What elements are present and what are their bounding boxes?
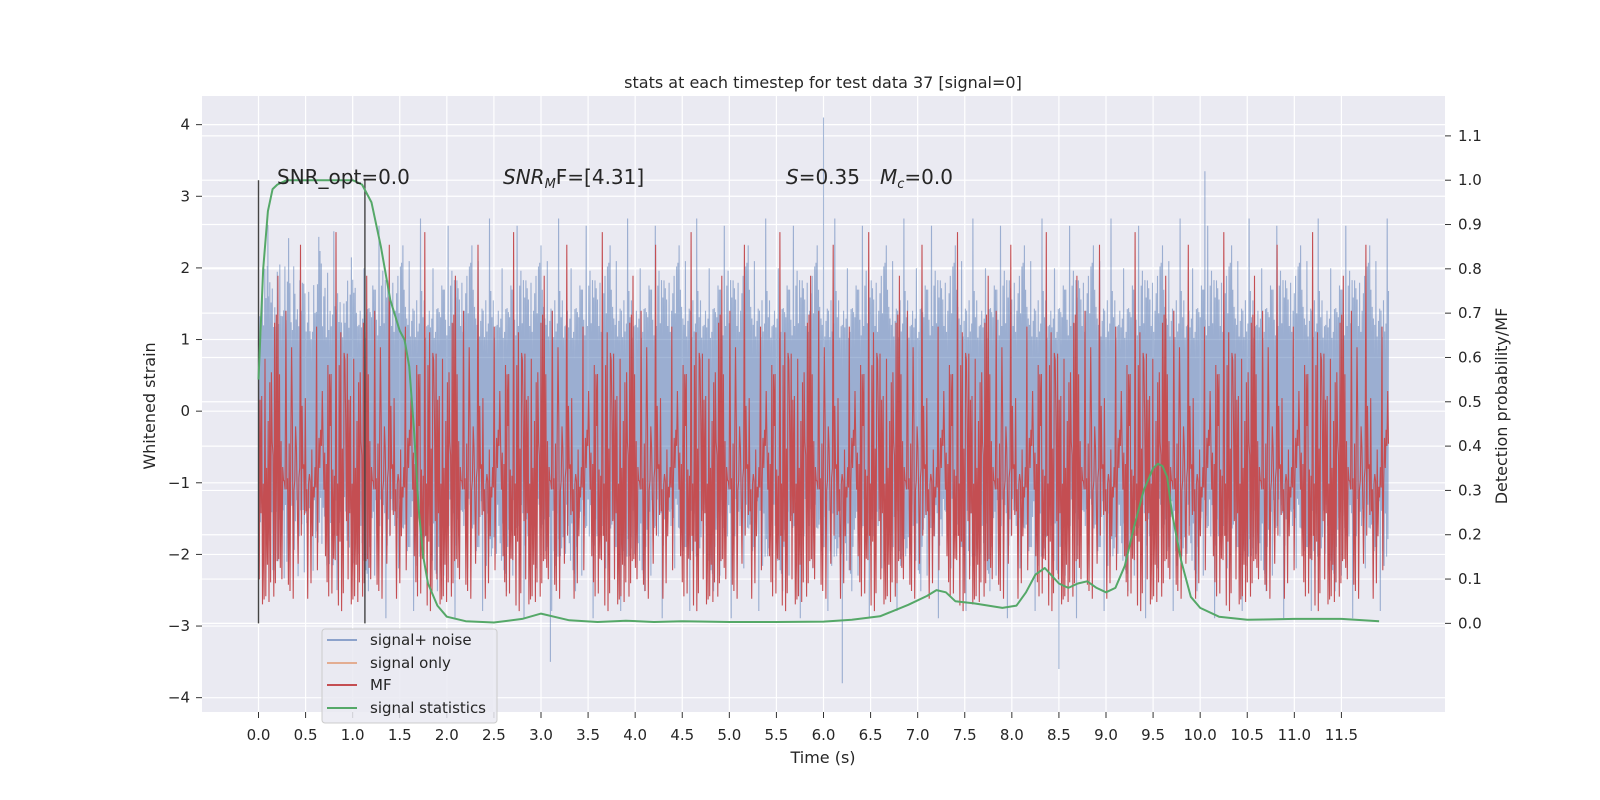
x-tick-label: 0.0: [247, 726, 271, 744]
y-right-tick-label: 0.7: [1458, 304, 1482, 322]
legend-label-signal-statistics: signal statistics: [370, 699, 486, 717]
window-markers: [257, 180, 366, 624]
x-tick-label: 6.0: [812, 726, 836, 744]
y-left-tick-label: −3: [168, 617, 190, 635]
y-right-tick-label: 0.8: [1458, 260, 1482, 278]
y-right-tick-label: 0.6: [1458, 348, 1482, 366]
x-tick-label: 6.5: [859, 726, 883, 744]
x-tick-label: 8.0: [1000, 726, 1024, 744]
y-right-tick-label: 0.3: [1458, 481, 1482, 499]
y-right-tick-label: 0.2: [1458, 526, 1482, 544]
y-right-tick-label: 0.4: [1458, 437, 1482, 455]
annotation-snr-mf: SNRMF=[4.31]: [503, 165, 644, 192]
y-right-tick-label: 1.0: [1458, 171, 1482, 189]
mf-series: [257, 232, 1390, 612]
annotation-s: S=0.35: [786, 165, 860, 189]
x-tick-label: 11.5: [1325, 726, 1358, 744]
y-right-tick-label: 0.0: [1458, 614, 1482, 632]
y-left-tick-label: 0: [180, 402, 190, 420]
signal-statistics-line: [257, 179, 1380, 624]
legend-label-signal-only: signal only: [370, 654, 451, 672]
x-tick-label: 1.5: [388, 726, 412, 744]
x-tick-label: 11.0: [1278, 726, 1311, 744]
y-right-tick-label: 1.1: [1458, 127, 1482, 145]
x-tick-label: 4.0: [623, 726, 647, 744]
annotation-mc: Mc=0.0: [880, 165, 953, 192]
y-right-tick-label: 0.1: [1458, 570, 1482, 588]
x-tick-label: 8.5: [1047, 726, 1071, 744]
x-tick-label: 2.0: [435, 726, 459, 744]
y-axis-right-label: Detection probability/MF: [1492, 308, 1511, 505]
y-left-tick-label: 1: [180, 331, 190, 349]
y-left-tick-label: 4: [180, 116, 190, 134]
x-tick-label: 3.5: [576, 726, 600, 744]
x-tick-label: 5.0: [717, 726, 741, 744]
signal-statistics-series: [257, 179, 1380, 624]
annotation-snr-opt: SNR_opt=0.0: [277, 165, 410, 189]
x-tick-label: 4.5: [670, 726, 694, 744]
x-tick-label: 7.0: [906, 726, 930, 744]
legend-label-signal-noise: signal+ noise: [370, 631, 472, 649]
x-tick-label: 2.5: [482, 726, 506, 744]
legend-label-mf: MF: [370, 676, 392, 694]
chart-title: stats at each timestep for test data 37 …: [624, 73, 1022, 92]
y-left-tick-label: −4: [168, 689, 190, 707]
y-right-tick-label: 0.5: [1458, 393, 1482, 411]
x-axis-ticks: 0.0 0.5 1.0 1.5 2.0 2.5 3.0 3.5 4.0 4.5 5.0 5.5 6.0 6…: [247, 712, 1358, 744]
x-tick-label: 9.5: [1141, 726, 1165, 744]
y-left-tick-label: 2: [180, 259, 190, 277]
x-tick-label: 10.0: [1183, 726, 1216, 744]
y-left-tick-label: 3: [180, 187, 190, 205]
legend: signal+ noise signal only MF signal stat…: [321, 628, 498, 724]
mf-line: [257, 232, 1390, 612]
x-tick-label: 3.0: [529, 726, 553, 744]
y-axis-left-ticks: 4 3 2 1 0 −1 −2 −3 −4: [168, 116, 202, 707]
x-tick-label: 9.0: [1094, 726, 1118, 744]
x-tick-label: 7.5: [953, 726, 977, 744]
y-axis-right-ticks: 1.1 1.0 0.9 0.8 0.7 0.6 0.5 0.4 0.3 0.2 0.1 0.0: [1445, 127, 1482, 632]
y-left-tick-label: −1: [168, 474, 190, 492]
legend-box: [321, 628, 498, 724]
x-tick-label: 1.0: [341, 726, 365, 744]
y-left-tick-label: −2: [168, 545, 190, 563]
y-axis-left-label: Whitened strain: [140, 342, 159, 469]
y-right-tick-label: 0.9: [1458, 216, 1482, 234]
x-axis-label: Time (s): [789, 748, 855, 767]
x-tick-label: 5.5: [764, 726, 788, 744]
x-tick-label: 10.5: [1231, 726, 1264, 744]
x-tick-label: 0.5: [294, 726, 318, 744]
